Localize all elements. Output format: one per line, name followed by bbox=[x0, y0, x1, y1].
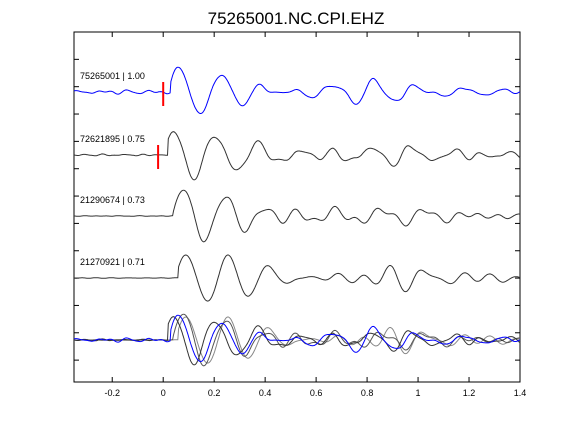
x-tick-label: 1 bbox=[416, 388, 421, 398]
trace-4 bbox=[74, 254, 521, 302]
x-tick-label: 0.2 bbox=[208, 388, 221, 398]
x-tick-label: 0.8 bbox=[361, 388, 374, 398]
x-tick-label: 0 bbox=[161, 388, 166, 398]
trace-label: 21290674 | 0.73 bbox=[80, 195, 145, 205]
x-tick-label: 0.4 bbox=[259, 388, 272, 398]
overlay-trace-2 bbox=[73, 316, 521, 366]
x-tick-label: 1.2 bbox=[463, 388, 476, 398]
overlay-trace-1 bbox=[73, 314, 521, 362]
axes-frame bbox=[73, 31, 521, 383]
trace-1 bbox=[73, 66, 521, 114]
x-tick-label: -0.2 bbox=[104, 388, 120, 398]
trace-label: 21270921 | 0.71 bbox=[80, 257, 145, 267]
x-tick-label: 1.4 bbox=[514, 388, 527, 398]
trace-2 bbox=[73, 131, 521, 181]
trace-3 bbox=[74, 189, 521, 243]
plot-area: -0.2 0 0.2 0.4 0.6 0.8 1 1.2 1.4 75265001 | 1.00 7… bbox=[73, 31, 527, 398]
trace-label: 75265001 | 1.00 bbox=[80, 71, 145, 81]
x-tick-label: 0.6 bbox=[310, 388, 323, 398]
trace-label: 72621895 | 0.75 bbox=[80, 134, 145, 144]
chart-title: 75265001.NC.CPI.EHZ bbox=[208, 9, 385, 28]
